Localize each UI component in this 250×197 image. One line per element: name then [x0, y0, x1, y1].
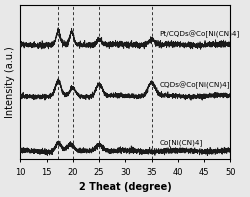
Text: Pt/CQDs@Co[Ni(CN)4]: Pt/CQDs@Co[Ni(CN)4] — [160, 30, 240, 38]
X-axis label: 2 Theat (degree): 2 Theat (degree) — [79, 182, 172, 192]
Text: Co[Ni(CN)4]: Co[Ni(CN)4] — [160, 139, 203, 146]
Y-axis label: Intensity (a.u.): Intensity (a.u.) — [5, 46, 15, 118]
Text: CQDs@Co[Ni(CN)4]: CQDs@Co[Ni(CN)4] — [160, 82, 230, 89]
